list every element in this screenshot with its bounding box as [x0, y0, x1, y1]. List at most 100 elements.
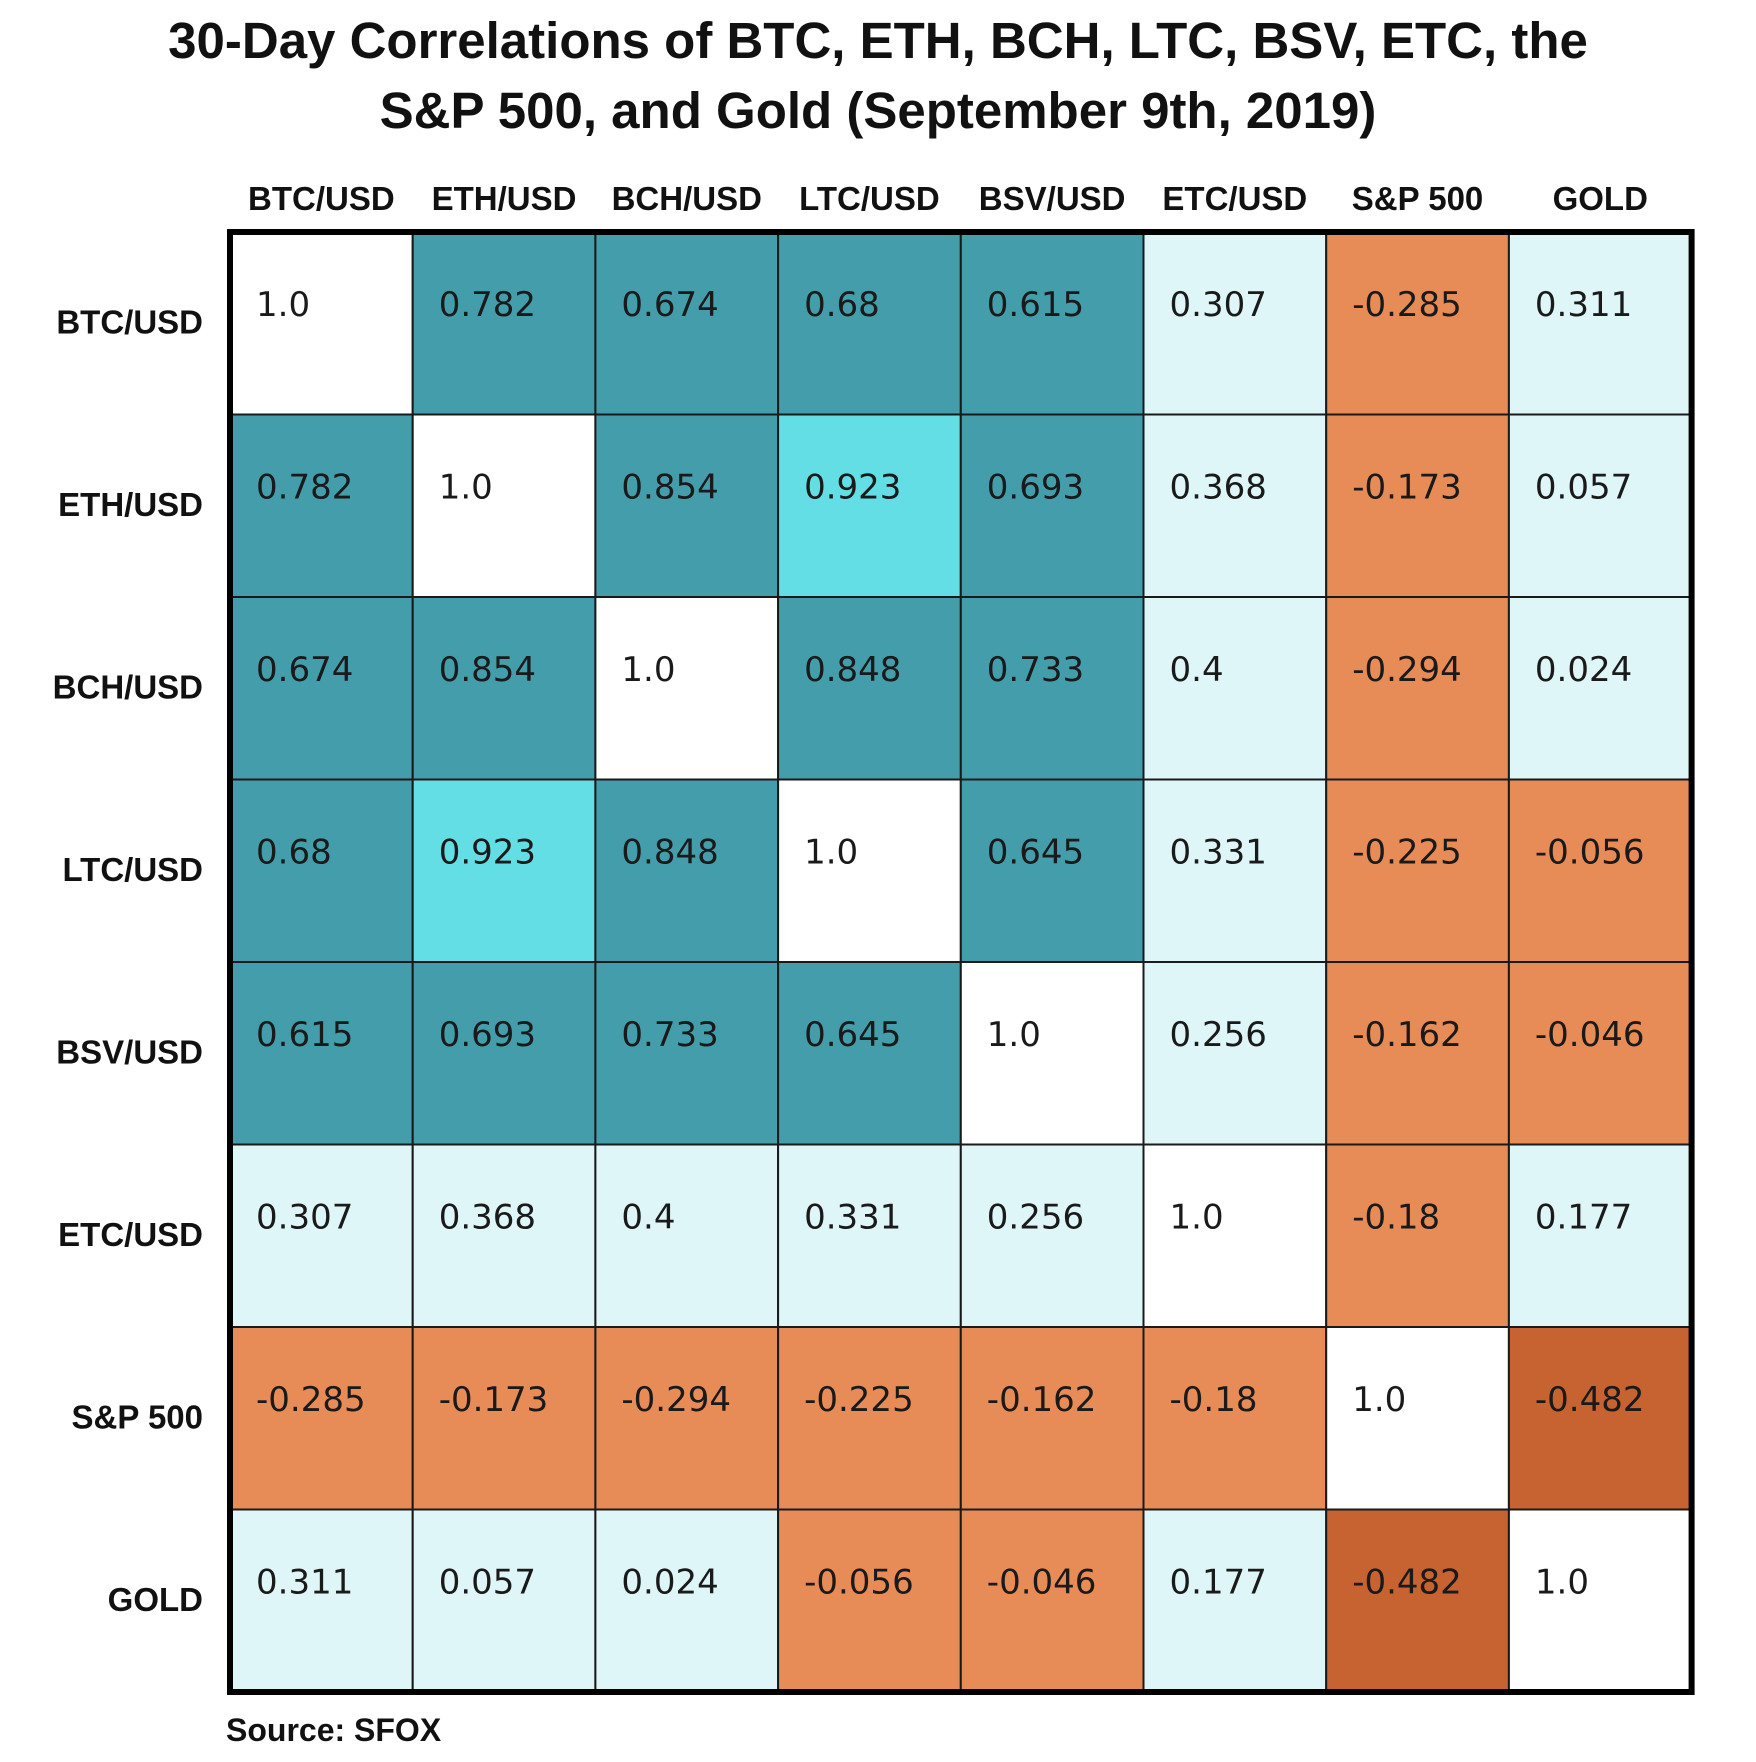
- column-label: LTC/USD: [799, 180, 940, 217]
- cell-value-label: 0.331: [804, 1198, 901, 1238]
- cell-value-label: 0.256: [1170, 1015, 1267, 1055]
- cell-value-label: 0.68: [256, 833, 332, 873]
- row-label: BTC/USD: [56, 303, 203, 340]
- heatmap-cell: [1325, 1508, 1510, 1693]
- cell-value-label: -0.056: [1535, 833, 1645, 873]
- heatmap-cell: [959, 1508, 1145, 1693]
- cell-value-label: 0.923: [439, 833, 536, 873]
- cell-value-label: -0.482: [1352, 1563, 1462, 1603]
- heatmap-cell: [1325, 1326, 1510, 1511]
- heatmap-cell: [777, 413, 962, 598]
- heatmap-cell: [777, 1508, 962, 1693]
- cell-value-label: 1.0: [1170, 1198, 1224, 1238]
- cell-value-label: 0.645: [804, 1015, 901, 1055]
- column-label: ETC/USD: [1162, 180, 1307, 217]
- heatmap-cell: [1142, 1508, 1328, 1693]
- heatmap-border: [227, 229, 1695, 1695]
- cell-value-label: 0.674: [256, 650, 353, 690]
- column-label: GOLD: [1553, 180, 1648, 217]
- heatmap-cell: [1507, 1508, 1693, 1693]
- cell-value-label: 0.331: [1170, 833, 1267, 873]
- heatmap-cell: [229, 1508, 414, 1693]
- cell-value-label: -0.162: [1352, 1015, 1462, 1055]
- cell-value-label: 0.615: [987, 285, 1084, 325]
- cell-value-label: 0.024: [621, 1563, 718, 1603]
- cell-value-label: 1.0: [987, 1015, 1041, 1055]
- heatmap-cells: 1.0 0.782 0.674 0.68 0.615 0.307 -0.285 0.311 0.…: [229, 231, 1693, 1693]
- cell-value-label: 0.68: [804, 285, 880, 325]
- column-label: BTC/USD: [248, 180, 395, 217]
- heatmap-cell: [1507, 961, 1693, 1146]
- cell-value-label: 0.057: [1535, 468, 1632, 508]
- heatmap-cell: [411, 1143, 597, 1328]
- heatmap-cell: [411, 413, 597, 598]
- cell-value-label: 0.4: [621, 1198, 675, 1238]
- cell-value-label: -0.225: [804, 1380, 914, 1420]
- cell-value-label: -0.294: [1352, 650, 1462, 690]
- source-note: Source: SFOX: [226, 1712, 442, 1748]
- heatmap-cell: [777, 1326, 962, 1511]
- cell-value-label: 0.368: [439, 1198, 536, 1238]
- cell-value-label: 0.615: [256, 1015, 353, 1055]
- cell-value-label: 0.733: [987, 650, 1084, 690]
- cell-value-label: 0.4: [1170, 650, 1224, 690]
- heatmap-cell: [411, 596, 597, 781]
- cell-value-label: 0.177: [1170, 1563, 1267, 1603]
- cell-value-label: 0.782: [439, 285, 536, 325]
- cell-value-label: 0.674: [621, 285, 718, 325]
- cell-value-label: 1.0: [439, 468, 493, 508]
- heatmap-cell: [594, 778, 780, 963]
- heatmap-cell: [594, 1143, 780, 1328]
- heatmap-cell: [594, 961, 780, 1146]
- chart-title: 30-Day Correlations of BTC, ETH, BCH, LT…: [0, 6, 1756, 146]
- chart-title-line-1: 30-Day Correlations of BTC, ETH, BCH, LT…: [168, 12, 1588, 69]
- cell-value-label: -0.285: [1352, 285, 1462, 325]
- cell-value-label: 0.693: [439, 1015, 536, 1055]
- heatmap-cell: [229, 1326, 414, 1511]
- heatmap-cell: [1507, 596, 1693, 781]
- cell-value-label: 0.848: [621, 833, 718, 873]
- cell-value-label: 0.782: [256, 468, 353, 508]
- column-label: BSV/USD: [979, 180, 1126, 217]
- column-labels: BTC/USD ETH/USD BCH/USD LTC/USD BSV/USD ETC/U…: [248, 180, 1648, 217]
- cell-value-label: 0.693: [987, 468, 1084, 508]
- heatmap-cell: [411, 1508, 597, 1693]
- row-label: BCH/USD: [53, 668, 203, 705]
- column-label: BCH/USD: [612, 180, 762, 217]
- heatmap-cell: [1142, 413, 1328, 598]
- cell-value-label: 1.0: [256, 285, 310, 325]
- heatmap-cell: [777, 961, 962, 1146]
- cell-value-label: 0.854: [439, 650, 536, 690]
- heatmap-cell: [229, 596, 414, 781]
- row-label: ETC/USD: [58, 1216, 203, 1253]
- heatmap-cell: [1142, 778, 1328, 963]
- column-label: ETH/USD: [432, 180, 577, 217]
- cell-value-label: 0.733: [621, 1015, 718, 1055]
- heatmap-cell: [411, 1326, 597, 1511]
- heatmap-cell: [1142, 961, 1328, 1146]
- cell-value-label: -0.046: [987, 1563, 1097, 1603]
- heatmap-cell: [594, 413, 780, 598]
- chart-title-line-2: S&P 500, and Gold (September 9th, 2019): [379, 82, 1377, 139]
- cell-value-label: 0.311: [256, 1563, 353, 1603]
- row-label: LTC/USD: [62, 851, 203, 888]
- heatmap-cell: [1507, 778, 1693, 963]
- heatmap-cell: [959, 1143, 1145, 1328]
- cell-value-label: -0.18: [1352, 1198, 1440, 1238]
- heatmap-cell: [959, 413, 1145, 598]
- cell-value-label: 0.256: [987, 1198, 1084, 1238]
- heatmap-cell: [411, 778, 597, 963]
- cell-value-label: 0.177: [1535, 1198, 1632, 1238]
- cell-value-label: 1.0: [1352, 1380, 1406, 1420]
- heatmap-cell: [959, 1326, 1145, 1511]
- heatmap-cell: [411, 961, 597, 1146]
- cell-value-label: 1.0: [1535, 1563, 1589, 1603]
- cell-value-label: 0.645: [987, 833, 1084, 873]
- row-labels: BTC/USD ETH/USD BCH/USD LTC/USD BSV/USD ETC/U…: [53, 303, 203, 1618]
- column-label: S&P 500: [1352, 180, 1483, 217]
- cell-value-label: 0.848: [804, 650, 901, 690]
- cell-value-label: 1.0: [621, 650, 675, 690]
- cell-value-label: -0.285: [256, 1380, 366, 1420]
- cell-value-label: 1.0: [804, 833, 858, 873]
